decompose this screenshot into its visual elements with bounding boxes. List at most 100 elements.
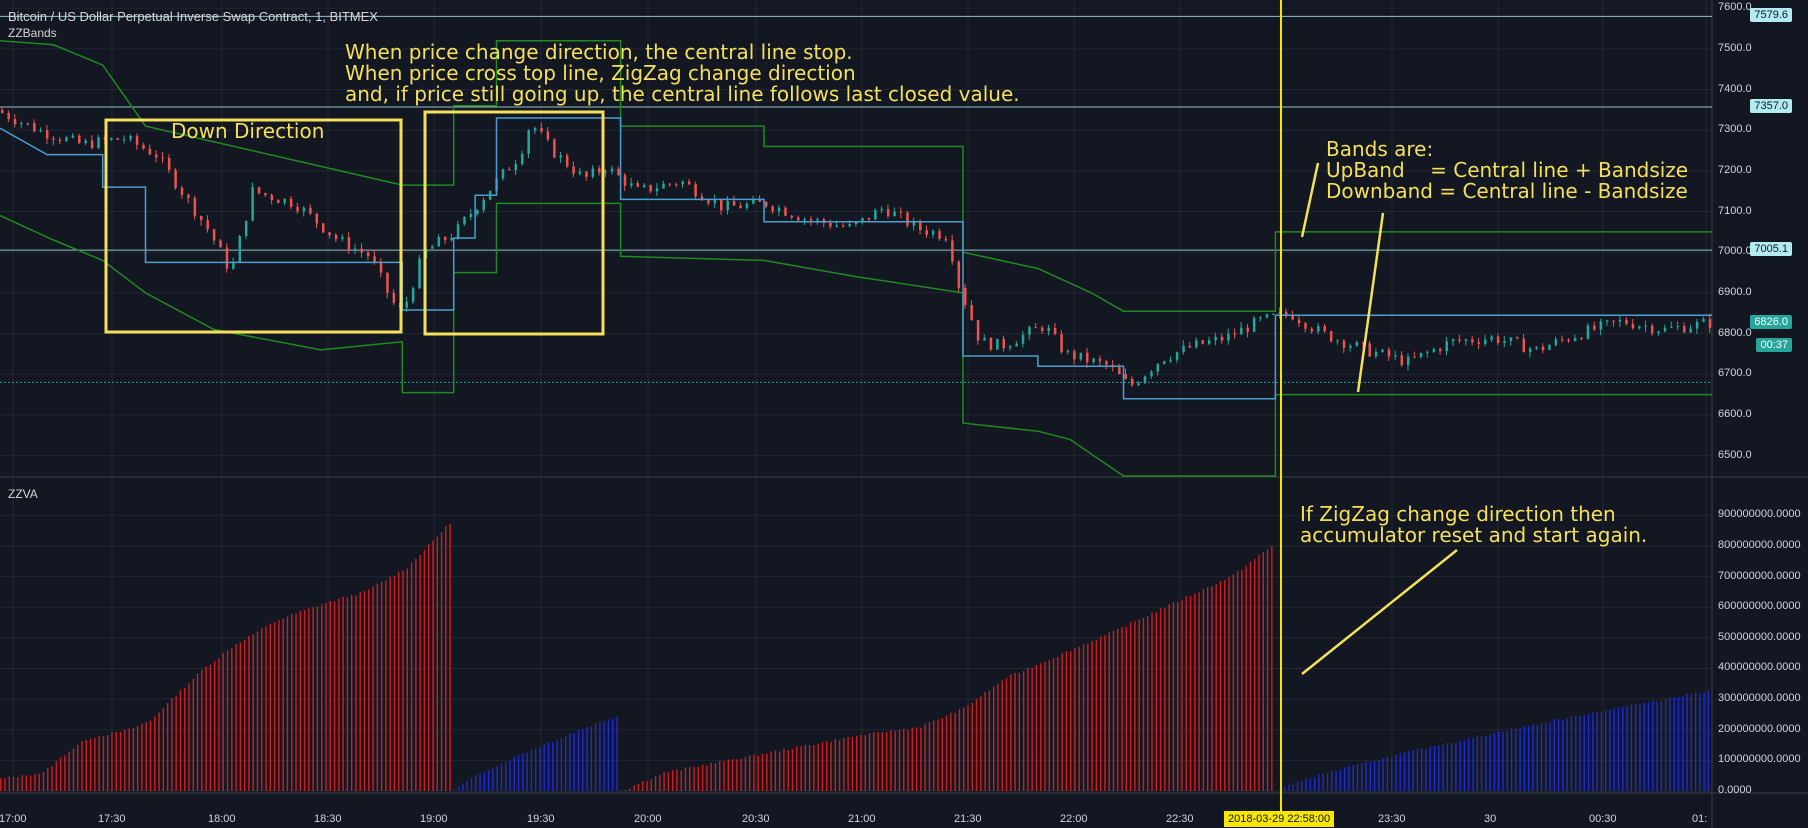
volume-bar-604 (1292, 783, 1294, 791)
candle-body-762 (1631, 324, 1635, 329)
candle-body-36 (78, 135, 81, 144)
candle-body-234 (501, 169, 505, 179)
candle-body-750 (1606, 320, 1609, 322)
volume-bar-296 (633, 785, 635, 791)
candle-body-537 (1150, 371, 1153, 377)
volume-bar-416 (890, 730, 892, 791)
candle-body-237 (508, 169, 511, 171)
time-tick-label: 18:00 (208, 813, 236, 825)
volume-bar-372 (796, 746, 798, 791)
volume-bar-630 (1348, 765, 1350, 791)
candle-body-180 (386, 272, 389, 293)
candle-body-798 (1708, 319, 1712, 328)
candle-body-246 (527, 130, 530, 154)
volume-bar-764 (1634, 703, 1637, 791)
candle-body-588 (1259, 317, 1262, 319)
volume-bar-628 (1343, 767, 1346, 791)
volume-bar-50 (107, 735, 109, 791)
candle-body-771 (1650, 325, 1654, 334)
volume-bar-202 (432, 540, 434, 791)
accumulator-arrow (1301, 549, 1458, 675)
volume-bar-412 (881, 732, 884, 791)
volume-bar-682 (1459, 740, 1461, 791)
volume-bar-132 (282, 618, 284, 791)
volume-bar-680 (1455, 742, 1457, 791)
candle-body-510 (1092, 358, 1095, 363)
volume-bar-430 (920, 727, 922, 791)
candle-body-66 (142, 144, 145, 149)
candle-body-39 (84, 140, 87, 144)
candle-body-495 (1060, 333, 1063, 353)
crosshair-time-label: 2018-03-29 22:58:00 (1224, 811, 1335, 827)
candle-body-603 (1291, 314, 1294, 320)
volume-bar-496 (1061, 653, 1063, 791)
time-tick-label: 17:30 (98, 813, 126, 825)
candle-body-678 (1451, 339, 1455, 342)
volume-bar-276 (590, 726, 593, 791)
candle-body-774 (1657, 331, 1660, 334)
volume-bar-528 (1129, 622, 1132, 791)
volume-bar-660 (1412, 750, 1414, 791)
volume-bar-140 (299, 611, 301, 791)
volume-bar-788 (1686, 693, 1688, 791)
volume-bar-88 (188, 683, 190, 791)
price-tick-label: 6800.0 (1718, 326, 1752, 339)
volume-bar-624 (1335, 770, 1337, 791)
candle-body-396 (848, 224, 851, 227)
candle-body-636 (1362, 342, 1365, 344)
volume-bar-274 (586, 727, 588, 791)
candle-body-402 (861, 217, 864, 223)
volume-bar-248 (530, 749, 533, 791)
candle-body-717 (1535, 346, 1538, 349)
candle-body-570 (1220, 336, 1224, 341)
volume-bar-176 (376, 583, 379, 791)
volume-bar-192 (410, 562, 413, 791)
indicator-label-zzbands[interactable]: ZZBands (8, 26, 57, 40)
volume-bar-328 (701, 764, 704, 791)
down-direction-box (104, 118, 403, 334)
volume-bar-112 (239, 642, 242, 791)
volume-bar-408 (873, 732, 875, 791)
candle-body-777 (1663, 327, 1667, 332)
volume-bar-40 (85, 739, 87, 791)
volume-bar-688 (1472, 737, 1474, 791)
volume-bar-96 (205, 666, 207, 791)
candle-body-696 (1490, 336, 1493, 340)
zigzag-change-box (423, 110, 605, 336)
volume-bar-696 (1489, 734, 1491, 791)
candle-body-387 (829, 222, 832, 227)
volume-bar-400 (856, 735, 858, 791)
candle-body-555 (1188, 345, 1192, 348)
volume-bar-134 (286, 616, 289, 791)
volume-bar-532 (1138, 619, 1140, 791)
candle-body-738 (1580, 338, 1583, 340)
candle-body-702 (1503, 341, 1506, 343)
volume-bar-636 (1361, 763, 1363, 791)
candle-body-288 (617, 168, 620, 176)
volume-bar-354 (757, 755, 759, 791)
volume-bar-772 (1652, 701, 1654, 791)
candle-body-708 (1516, 337, 1519, 339)
indicator-label-zzva[interactable]: ZZVA (8, 487, 38, 501)
volume-bar-500 (1070, 651, 1072, 791)
volume-bar-546 (1168, 604, 1170, 791)
volume-bar-610 (1305, 778, 1307, 791)
volume-bar-586 (1254, 558, 1256, 791)
volume-bar-572 (1224, 580, 1226, 791)
candle-body-81 (174, 169, 177, 188)
volume-bar-646 (1382, 757, 1384, 791)
volume-bar-402 (860, 734, 862, 791)
volume-bar-488 (1044, 661, 1046, 791)
candle-body-393 (842, 225, 845, 227)
time-tick-label: 22:30 (1166, 813, 1194, 825)
volume-bar-146 (312, 606, 314, 791)
volume-bar-148 (316, 606, 319, 791)
candle-body-264 (565, 155, 569, 167)
volume-bar-474 (1014, 672, 1016, 791)
volume-bar-174 (372, 586, 374, 791)
candle-body-741 (1586, 325, 1590, 339)
candle-body-546 (1169, 359, 1172, 362)
volume-bar-338 (723, 761, 725, 791)
candle-body-780 (1670, 326, 1673, 328)
